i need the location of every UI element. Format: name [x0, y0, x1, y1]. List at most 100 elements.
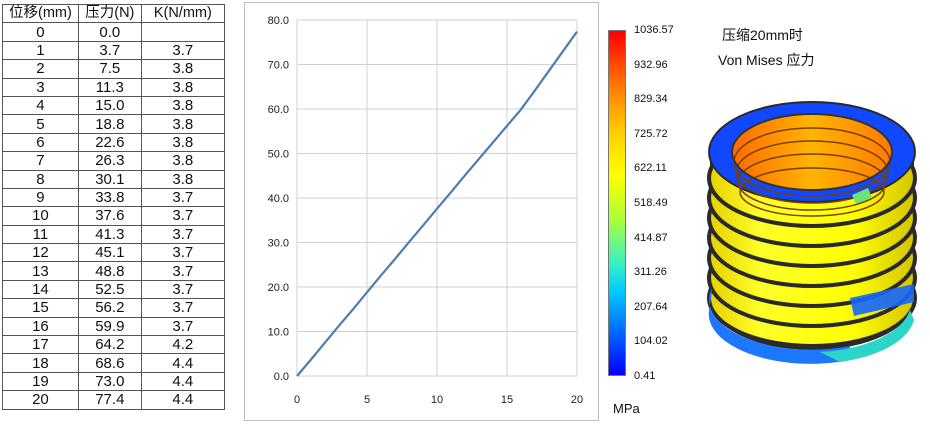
y-tick-label: 50.0: [268, 149, 289, 161]
fea-title-line2: Von Mises 应力: [718, 52, 815, 68]
colorbar-label: 622.11: [634, 162, 667, 175]
stiffness-cell: 3.7: [140, 261, 225, 281]
table-row: 8 30.1 3.8: [2, 169, 225, 189]
y-tick-label: 10.0: [268, 327, 289, 339]
force-cell: 7.5: [77, 59, 142, 79]
colorbar-label: 207.64: [634, 300, 668, 313]
x-tick-label: 20: [571, 394, 583, 406]
table-row: 4 15.0 3.8: [2, 95, 225, 116]
table-row: 0 0.0: [2, 22, 225, 42]
force-cell: 11.3: [77, 77, 142, 97]
table-body: 0 0.0 1 3.7 3.7 2 7.5 3.8 3 11.3 3.8 4 15.0 3.8 5 18.8 3…: [2, 22, 225, 410]
force-cell: 59.9: [77, 316, 142, 337]
displacement-cell: 13: [2, 261, 79, 281]
force-cell: 73.0: [77, 371, 142, 392]
stiffness-cell: 3.8: [140, 59, 225, 79]
stress-colorbar: 1036.57 932.96 829.34 725.72 622.11 518.49 414…: [600, 20, 700, 420]
table-row: 20 77.4 4.4: [2, 390, 225, 410]
displacement-cell: 3: [2, 77, 79, 97]
table-row: 12 45.1 3.7: [2, 243, 225, 263]
table-row: 9 33.8 3.7: [2, 187, 225, 208]
displacement-cell: 19: [2, 371, 79, 392]
y-tick-label: 30.0: [268, 238, 289, 250]
colorbar-label: 518.49: [634, 197, 668, 209]
displacement-cell: 16: [2, 316, 79, 337]
table-row: 13 48.8 3.7: [2, 261, 225, 281]
table-header-row: 位移(mm) 压力(N) K(N/mm): [2, 3, 225, 24]
force-cell: 33.8: [77, 187, 142, 208]
force-cell: 3.7: [77, 40, 142, 61]
table-row: 19 73.0 4.4: [2, 371, 225, 392]
colorbar-label: 1036.57: [634, 24, 674, 36]
force-cell: 15.0: [77, 95, 142, 116]
x-tick-label: 5: [364, 394, 370, 406]
header-force: 压力(N): [77, 3, 142, 24]
table-row: 15 56.2 3.7: [2, 298, 225, 318]
displacement-cell: 1: [2, 40, 79, 61]
x-tick-label: 10: [431, 394, 443, 406]
force-cell: 41.3: [77, 224, 142, 245]
series-line: [296, 30, 578, 377]
force-cell: 30.1: [77, 169, 142, 189]
stiffness-cell: 3.8: [140, 132, 225, 153]
header-displacement: 位移(mm): [2, 3, 79, 24]
stiffness-cell: 3.7: [140, 224, 225, 245]
stiffness-cell: [140, 22, 225, 42]
stiffness-cell: 3.7: [140, 187, 225, 208]
stiffness-cell: 3.7: [140, 316, 225, 337]
table-row: 17 64.2 4.2: [2, 335, 225, 355]
displacement-cell: 18: [2, 353, 79, 373]
force-cell: 77.4: [77, 390, 142, 410]
colorbar-label: 0.41: [634, 370, 656, 382]
table-row: 2 7.5 3.8: [2, 59, 225, 79]
force-cell: 26.3: [77, 151, 142, 171]
table-row: 14 52.5 3.7: [2, 279, 225, 300]
x-tick-label: 15: [501, 394, 513, 406]
displacement-cell: 11: [2, 224, 79, 245]
displacement-cell: 6: [2, 132, 79, 153]
stiffness-cell: 4.2: [140, 335, 225, 355]
displacement-cell: 4: [2, 95, 79, 116]
force-cell: 52.5: [77, 279, 142, 300]
table-row: 16 59.9 3.7: [2, 316, 225, 337]
stiffness-cell: 3.8: [140, 77, 225, 97]
stiffness-cell: 3.7: [140, 40, 225, 61]
displacement-cell: 15: [2, 298, 79, 318]
header-stiffness: K(N/mm): [140, 3, 225, 24]
displacement-force-table: 位移(mm) 压力(N) K(N/mm) 0 0.0 1 3.7 3.7 2 7.5 3.8 3…: [2, 3, 225, 410]
displacement-cell: 7: [2, 151, 79, 171]
stiffness-cell: 3.7: [140, 279, 225, 300]
y-tick-label: 0.0: [274, 371, 289, 383]
force-cell: 56.2: [77, 298, 142, 318]
colorbar-gradient: [608, 30, 626, 376]
stiffness-cell: 3.8: [140, 151, 225, 171]
displacement-cell: 8: [2, 169, 79, 189]
table-row: 10 37.6 3.7: [2, 206, 225, 226]
displacement-cell: 10: [2, 206, 79, 226]
colorbar-label: 725.72: [634, 127, 668, 140]
displacement-cell: 5: [2, 114, 79, 134]
colorbar-label: 932.96: [634, 58, 668, 71]
force-cell: 18.8: [77, 114, 142, 134]
displacement-cell: 14: [2, 279, 79, 300]
stiffness-cell: 3.8: [140, 169, 225, 189]
force-cell: 22.6: [77, 132, 142, 153]
table-row: 5 18.8 3.8: [2, 114, 225, 134]
force-cell: 48.8: [77, 261, 142, 281]
spring-stress-image: [707, 101, 917, 364]
stiffness-cell: 4.4: [140, 353, 225, 373]
force-cell: 0.0: [77, 22, 142, 42]
y-tick-label: 70.0: [268, 60, 289, 72]
colorbar-label: 104.02: [634, 335, 668, 348]
stiffness-cell: 3.8: [140, 95, 225, 116]
table-row: 3 11.3 3.8: [2, 77, 225, 97]
displacement-cell: 2: [2, 59, 79, 79]
line-chart-svg: 0.0 10.0 20.0 30.0 40.0 50.0 60.0 70.0 80.0 0 5 10 1…: [268, 15, 584, 406]
force-cell: 64.2: [77, 335, 142, 355]
fea-title-line1: 压缩20mm时: [722, 27, 803, 43]
force-cell: 68.6: [77, 353, 142, 373]
y-tick-label: 60.0: [268, 104, 289, 116]
displacement-cell: 9: [2, 187, 79, 208]
table-row: 11 41.3 3.7: [2, 224, 225, 245]
displacement-cell: 12: [2, 243, 79, 263]
